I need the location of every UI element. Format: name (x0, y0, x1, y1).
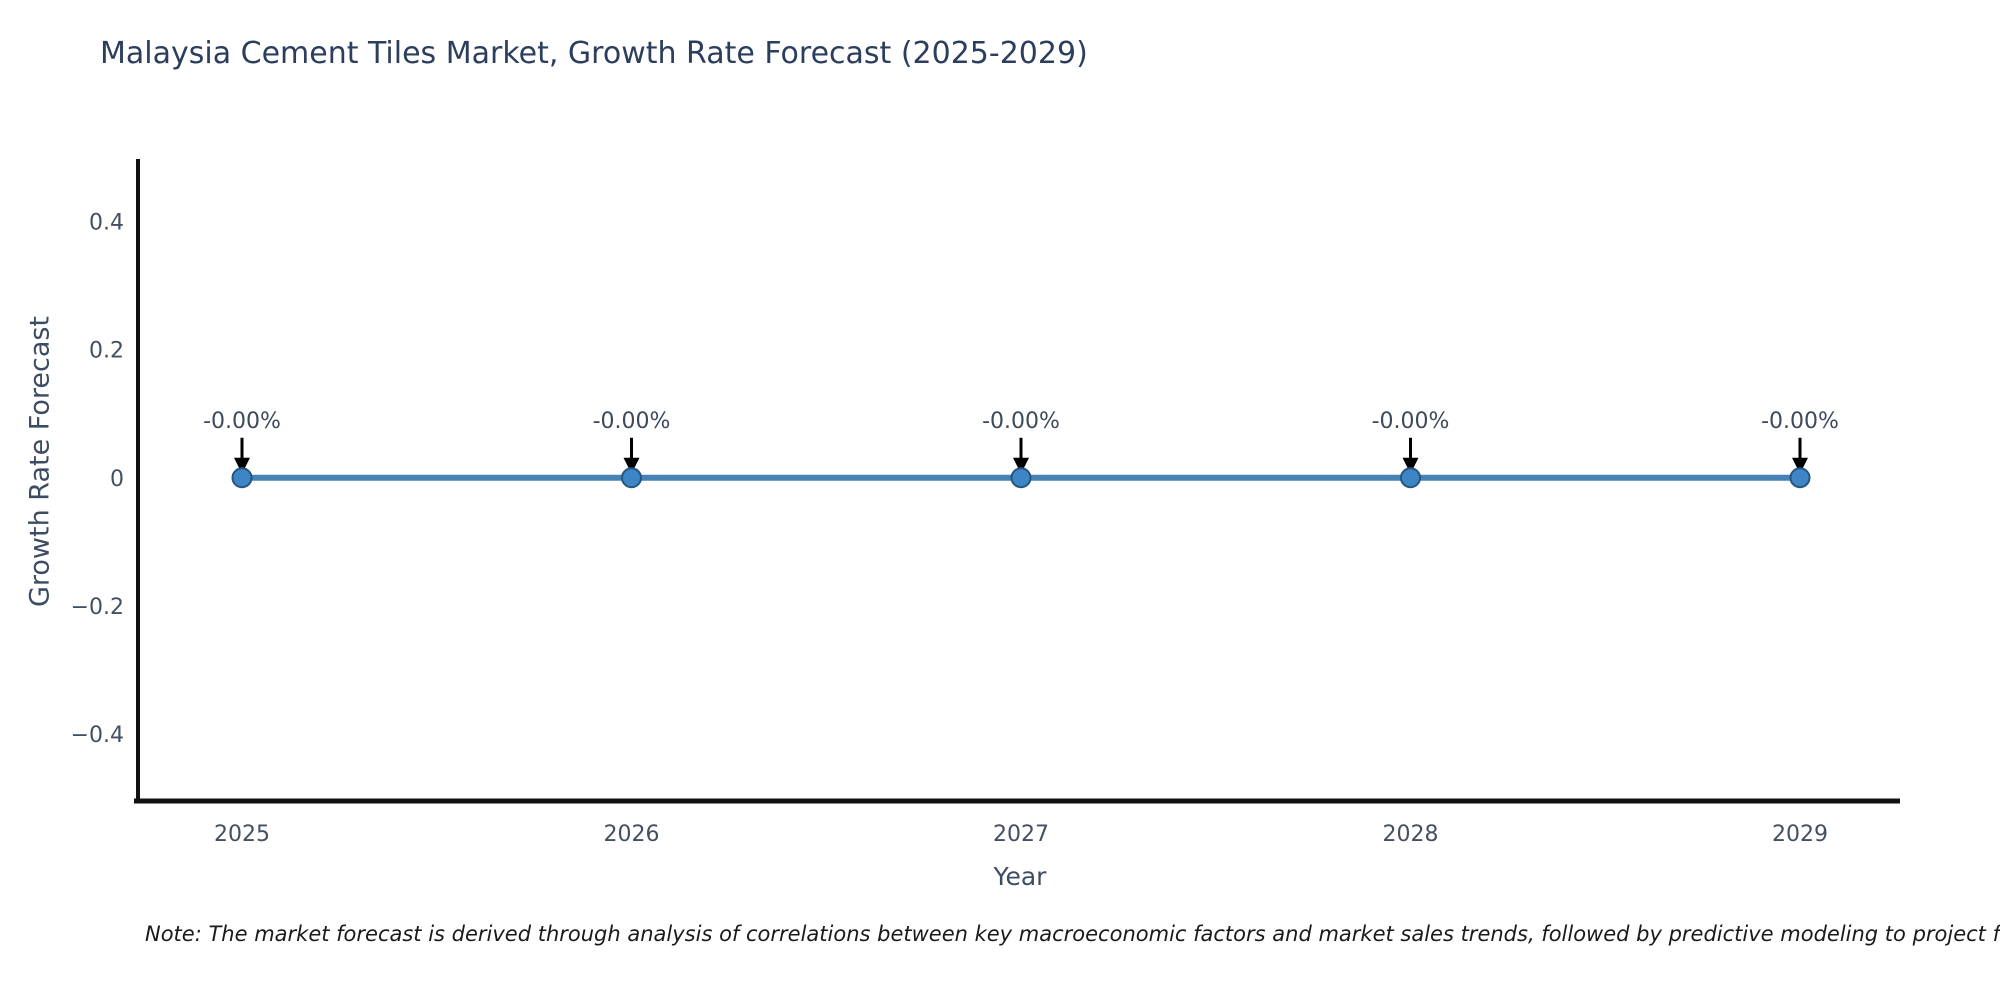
data-point-marker (1010, 467, 1032, 489)
x-axis-title: Year (993, 862, 1047, 891)
annotation-arrow-head (623, 457, 640, 474)
annotation-arrow-head (1792, 457, 1808, 474)
x-tick-label: 2026 (604, 822, 660, 847)
annotation-arrow-head (1013, 457, 1029, 474)
data-point-label: -0.00% (1372, 409, 1450, 434)
data-point-marker (1789, 467, 1811, 489)
data-point-label: -0.00% (593, 409, 671, 434)
x-tick-label: 2027 (993, 822, 1049, 847)
data-point-label: -0.00% (203, 409, 281, 434)
chart-title: Malaysia Cement Tiles Market, Growth Rat… (100, 36, 1088, 71)
x-tick-label: 2029 (1772, 822, 1828, 847)
y-tick-label: 0.4 (89, 211, 124, 236)
y-tick-label: −0.4 (71, 723, 124, 748)
annotation-arrow-head (234, 457, 250, 474)
data-point-marker (231, 467, 253, 489)
footnote: Note: The market forecast is derived thr… (145, 922, 2000, 946)
x-tick-label: 2028 (1383, 822, 1439, 847)
y-tick-label: −0.2 (71, 595, 124, 620)
y-tick-label: 0 (110, 467, 124, 492)
annotation-arrow-head (1402, 457, 1419, 474)
data-point-label: -0.00% (1761, 409, 1839, 434)
data-point-label: -0.00% (982, 409, 1060, 434)
data-point-marker (1400, 467, 1421, 489)
data-point-marker (621, 467, 642, 489)
y-tick-label: 0.2 (89, 339, 124, 364)
x-tick-label: 2025 (214, 822, 270, 847)
